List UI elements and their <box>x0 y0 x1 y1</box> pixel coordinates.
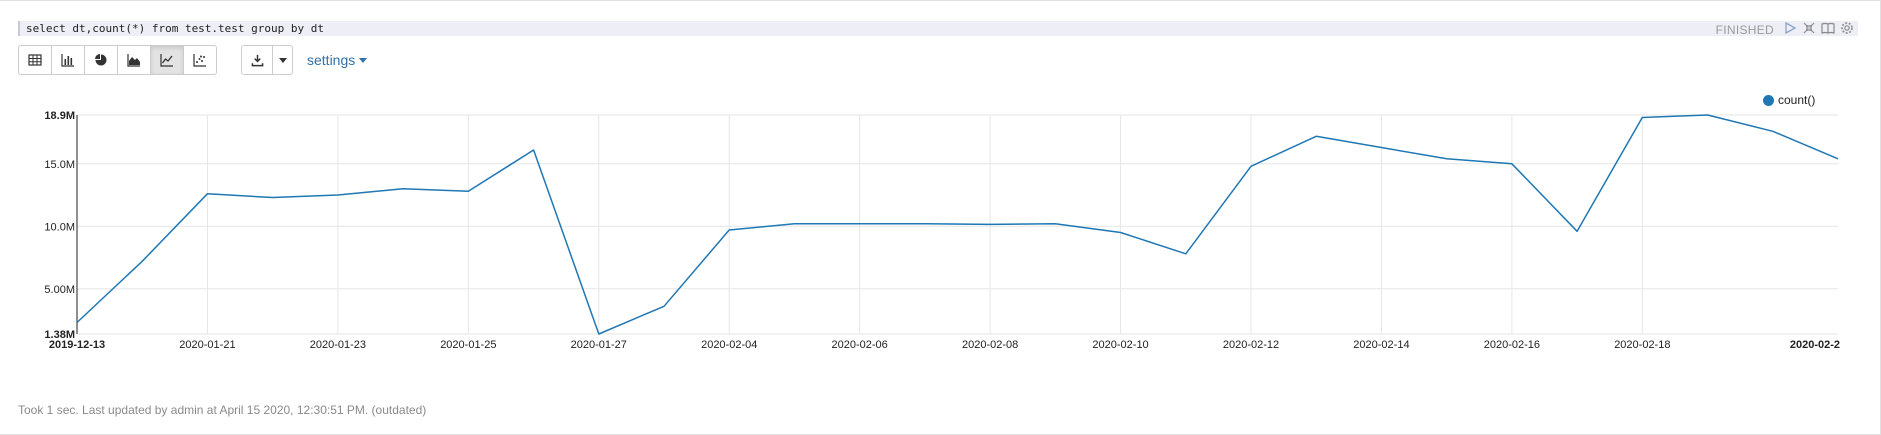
x-tick-label: 2019-12-13 <box>49 339 105 351</box>
data-point <box>139 258 145 264</box>
data-point <box>74 320 80 326</box>
line-chart-button[interactable] <box>150 45 184 75</box>
paragraph-footer: Took 1 sec. Last updated by admin at Apr… <box>18 403 427 417</box>
data-point <box>465 188 471 194</box>
legend-swatch <box>1763 94 1774 106</box>
line-chart: 1.38M 5.00M 10.0M 15.0M 18.9M 2019-12-13 2020-… <box>44 110 1841 351</box>
y-tick-label: 1.38M <box>44 329 75 341</box>
bar-chart-button[interactable] <box>51 45 85 75</box>
x-tick-label: 2020-02-06 <box>832 339 888 351</box>
table-view-button[interactable] <box>18 45 52 75</box>
status-label: FINISHED <box>1715 23 1774 37</box>
x-tick-label: 2020-01-25 <box>440 339 496 351</box>
data-point <box>1770 128 1776 134</box>
data-point <box>531 147 537 153</box>
y-tick-label: 5.00M <box>44 284 75 296</box>
query-text[interactable]: select dt,count(*) from test.test group … <box>26 22 325 35</box>
x-tick-label: 2020-01-21 <box>179 339 235 351</box>
series-line <box>76 114 1839 335</box>
chart-legend[interactable]: count() <box>1763 93 1815 107</box>
x-tick-label: 2020-02-08 <box>962 339 1018 351</box>
hide-editor-icon[interactable] <box>1802 21 1816 35</box>
x-tick-label: 2020-02-14 <box>1353 339 1409 351</box>
settings-link[interactable]: settings <box>307 52 368 68</box>
area-chart-icon <box>127 54 140 67</box>
data-point <box>1313 133 1319 139</box>
line-chart-icon <box>160 54 173 67</box>
data-point <box>791 221 797 227</box>
x-tick-label: 2020-02-12 <box>1223 339 1279 351</box>
area-chart-button[interactable] <box>117 45 151 75</box>
y-tick-label: 15.0M <box>44 159 75 171</box>
query-editor[interactable]: select dt,count(*) from test.test group … <box>18 21 1858 36</box>
data-point <box>1509 161 1515 167</box>
data-point <box>335 192 341 198</box>
pie-chart-button[interactable] <box>84 45 118 75</box>
data-point <box>1248 163 1254 169</box>
book-icon[interactable] <box>1821 21 1835 35</box>
bar-chart-icon <box>61 54 74 67</box>
data-point <box>1574 228 1580 234</box>
data-point <box>661 303 667 309</box>
table-icon <box>28 54 42 66</box>
settings-label: settings <box>307 52 356 68</box>
download-button[interactable] <box>241 45 273 75</box>
gear-icon[interactable] <box>1840 21 1854 35</box>
scatter-chart-button[interactable] <box>183 45 217 75</box>
data-point <box>1378 145 1384 151</box>
download-options-button[interactable] <box>273 45 293 75</box>
data-point <box>1052 221 1058 227</box>
chevron-down-icon <box>359 57 368 63</box>
data-point <box>204 191 210 197</box>
download-group <box>241 45 293 75</box>
legend-label: count() <box>1778 93 1816 107</box>
data-point <box>1705 112 1711 118</box>
x-tick-label: 2020-01-27 <box>571 339 627 351</box>
data-point <box>987 221 993 227</box>
x-tick-label: 2020-02-18 <box>1614 339 1670 351</box>
data-point <box>1835 156 1841 162</box>
run-icon[interactable] <box>1783 21 1797 35</box>
y-tick-label: 18.9M <box>44 110 75 122</box>
x-tick-label: 2020-02-2 <box>1790 339 1840 351</box>
y-tick-label: 10.0M <box>44 221 75 233</box>
scatter-chart-icon <box>193 54 206 67</box>
download-icon <box>251 54 263 66</box>
x-tick-label: 2020-02-04 <box>701 339 757 351</box>
data-point <box>400 186 406 192</box>
data-point <box>596 331 602 337</box>
visualization-toolbar <box>18 45 217 75</box>
data-point <box>270 195 276 201</box>
data-point <box>1639 115 1645 121</box>
data-point <box>857 221 863 227</box>
x-tick-label: 2020-01-23 <box>310 339 366 351</box>
data-point <box>1183 251 1189 257</box>
data-point <box>1444 156 1450 162</box>
data-point <box>726 227 732 233</box>
pie-chart-icon <box>95 54 107 66</box>
chevron-down-icon <box>278 57 287 63</box>
x-tick-label: 2020-02-10 <box>1092 339 1148 351</box>
data-point <box>922 221 928 227</box>
data-point <box>1118 230 1124 236</box>
x-tick-label: 2020-02-16 <box>1484 339 1540 351</box>
